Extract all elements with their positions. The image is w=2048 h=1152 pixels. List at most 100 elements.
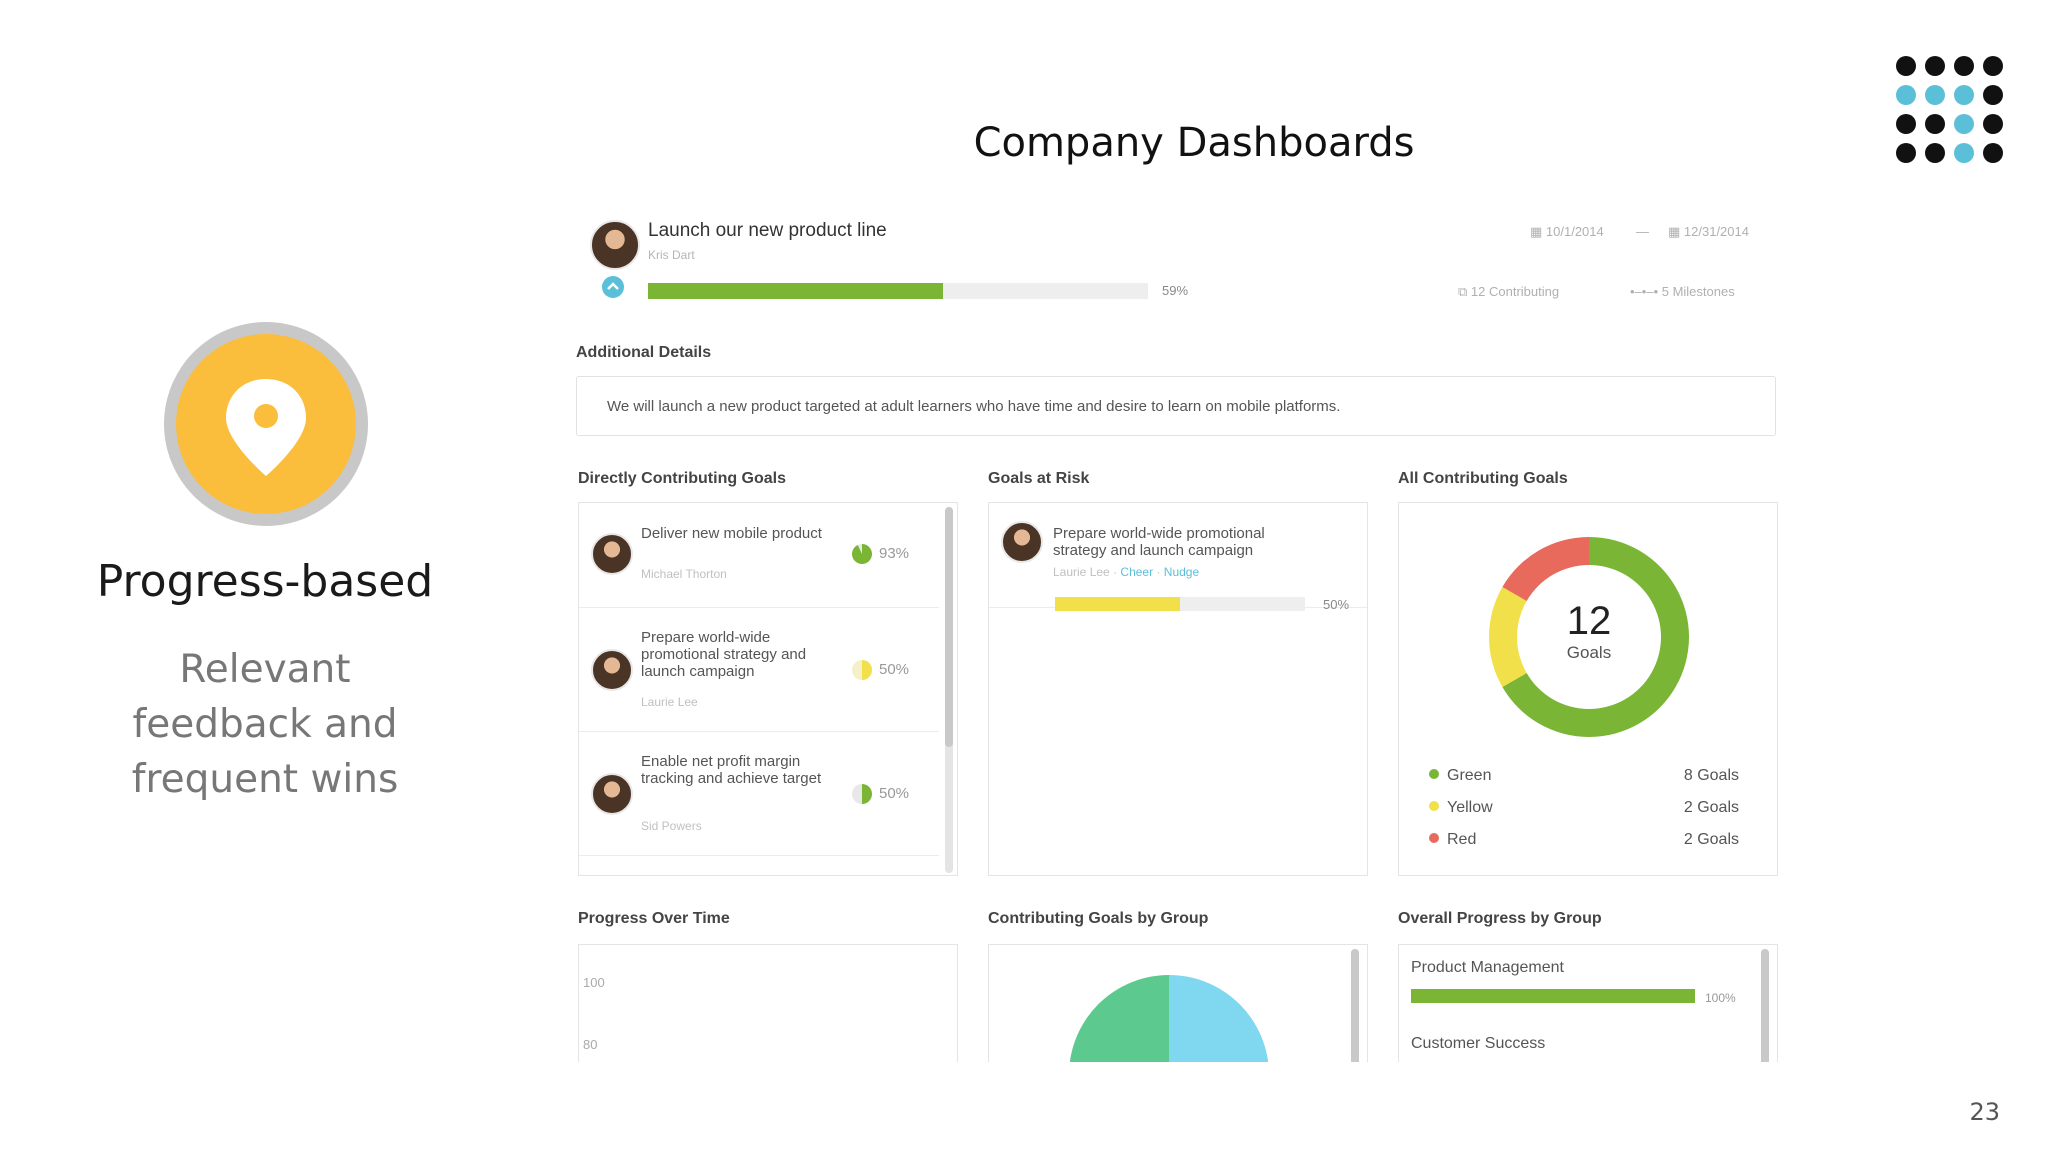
all-goals-panel: 12 Goals Green 8 Goals Yellow 2 Goals Re… [1398,502,1778,876]
group-progress-bar [1411,989,1695,1003]
logo-dot [1954,56,1974,76]
group-progress-fill [1411,989,1695,1003]
overall-group-heading: Overall Progress by Group [1398,910,1602,927]
progress-over-time-heading: Progress Over Time [578,910,730,927]
legend-count: 2 Goals [1683,831,1739,848]
scrollbar-thumb[interactable] [945,507,953,747]
legend-label: Green [1447,767,1492,784]
scrollbar[interactable] [945,507,953,873]
goals-donut-chart [1489,537,1689,737]
avatar [591,773,633,815]
end-date-value: 12/31/2014 [1683,224,1749,239]
goal-item-percent: 50% [879,785,910,802]
goal-progress-fill [648,283,943,299]
legend-count: 2 Goals [1683,799,1739,816]
list-item[interactable]: Prepare world-wide promotional strategy … [579,607,939,732]
details-text: We will launch a new product targeted at… [576,376,1776,436]
at-risk-panel: Prepare world-wide promotional strategy … [988,502,1368,876]
group-name: Customer Success [1411,1035,1546,1052]
pie-slice [1069,975,1169,1062]
page-number: 23 [1969,1098,2000,1126]
promo-title: Progress-based [96,556,434,607]
donut-total-label: Goals [1566,643,1612,662]
logo-dot [1896,143,1916,163]
contributing-count-label: 12 Contributing [1470,284,1560,299]
legend-label: Red [1447,831,1477,848]
group-goals-heading: Contributing Goals by Group [988,910,1209,927]
nudge-link[interactable]: Nudge [1163,565,1200,579]
start-date[interactable]: ▦ 10/1/2014 [1530,224,1604,240]
promo-subtitle: Relevant feedback and frequent wins [60,642,470,807]
progress-pie-icon [852,784,872,804]
calendar-icon: ▦ [1668,224,1684,239]
logo-dot [1954,85,1974,105]
risk-progress-label: 50% [1323,597,1350,612]
details-heading: Additional Details [576,344,712,361]
logo-dot [1983,143,2003,163]
list-item[interactable]: Deliver new mobile product Michael Thort… [579,503,939,608]
calendar-icon: ▦ [1530,224,1546,239]
y-tick-label: 100 [583,975,605,990]
donut-segment-yellow [1489,587,1527,687]
logo-dot [1983,56,2003,76]
donut-segment-red [1502,537,1589,601]
risk-progress-bar [1055,597,1305,611]
risk-item-owner: Laurie Lee [1053,565,1110,579]
promo-subtitle-line: feedback and [132,702,398,747]
legend-item: Yellow 2 Goals [1429,799,1739,817]
logo-dot [1925,114,1945,134]
legend-label: Yellow [1447,799,1493,816]
promo-subtitle-line: Relevant [179,647,351,692]
scrollbar-thumb[interactable] [1351,949,1359,1062]
progress-pie-icon [852,660,872,680]
promo-subtitle-line: frequent wins [131,757,399,802]
scrollbar-thumb[interactable] [1761,949,1769,1062]
goal-item-owner: Michael Thorton [641,567,727,581]
pie-slice [1169,975,1269,1062]
logo-dot [1925,143,1945,163]
goal-item-title: Prepare world-wide promotional strategy … [641,629,807,680]
donut-total: 12 [1566,599,1612,643]
risk-progress-fill [1055,597,1180,611]
y-tick-label: 80 [583,1037,598,1052]
milestones-icon: •–•–• [1630,284,1662,299]
group-goals-panel [988,944,1368,1062]
contributing-count[interactable]: ⧉ 12 Contributing [1458,284,1559,300]
at-risk-heading: Goals at Risk [988,470,1090,487]
scrollbar[interactable] [1761,949,1769,1062]
list-item[interactable]: Enable net profit margin tracking and ac… [579,731,939,856]
avatar [1001,521,1043,563]
expand-icon[interactable] [602,276,624,298]
map-pin-icon [176,334,356,514]
date-separator: — [1636,224,1649,239]
legend-item: Red 2 Goals [1429,831,1739,849]
cheer-link[interactable]: Cheer [1120,565,1154,579]
goal-item-title: Deliver new mobile product [641,525,822,542]
goal-item-percent: 50% [879,661,910,678]
progress-over-time-panel: 100 80 [578,944,958,1062]
start-date-value: 10/1/2014 [1545,224,1604,239]
goal-title[interactable]: Launch our new product line [648,220,887,241]
direct-goals-panel: Deliver new mobile product Michael Thort… [578,502,958,876]
legend-swatch [1429,833,1439,843]
logo-dot [1896,114,1916,134]
goal-owner: Kris Dart [648,248,695,262]
group-progress-label: 100% [1705,991,1736,1005]
legend-swatch [1429,769,1439,779]
goal-progress-label: 59% [1162,283,1189,298]
end-date[interactable]: ▦ 12/31/2014 [1668,224,1749,240]
logo-dot [1896,85,1916,105]
avatar [591,533,633,575]
group-name: Product Management [1411,959,1564,976]
donut-segment-green [1502,537,1689,737]
scrollbar[interactable] [1351,949,1359,1062]
avatar [591,649,633,691]
goal-item-title: Enable net profit margin tracking and ac… [641,753,822,787]
logo-dot [1896,56,1916,76]
goal-item-owner: Laurie Lee [641,695,698,709]
milestones-count[interactable]: •–•–• 5 Milestones [1630,284,1735,299]
dashboard-screenshot: Launch our new product line Kris Dart 59… [570,200,1790,1062]
all-goals-heading: All Contributing Goals [1398,470,1568,487]
list-item[interactable]: Prepare world-wide promotional strategy … [989,503,1367,612]
legend-count: 8 Goals [1683,767,1739,784]
